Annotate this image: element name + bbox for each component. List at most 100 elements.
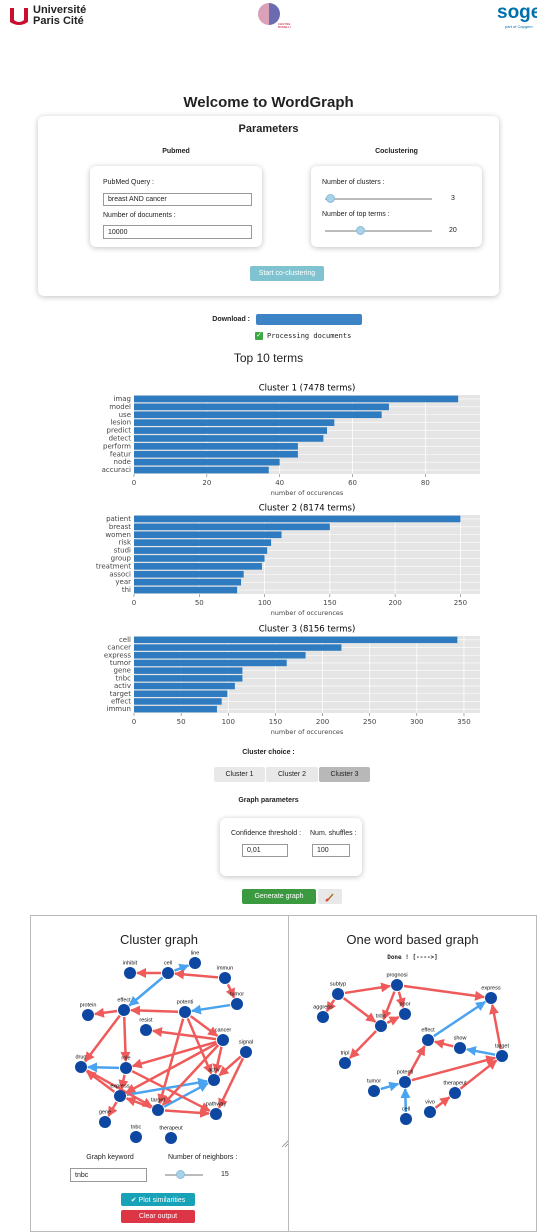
shuffles-input[interactable]: 100 xyxy=(312,844,350,857)
graph-edge xyxy=(186,1017,213,1075)
slider-thumb[interactable] xyxy=(176,1170,185,1179)
bar xyxy=(134,698,222,705)
graph-edge xyxy=(174,963,190,974)
coclustering-box xyxy=(311,166,482,247)
graph-edge xyxy=(325,999,336,1012)
bar xyxy=(134,403,389,411)
graph-edge xyxy=(433,1000,487,1038)
bar xyxy=(134,466,269,474)
bar xyxy=(134,395,459,403)
bar xyxy=(134,435,324,442)
x-tick-label: 0 xyxy=(132,718,136,726)
slider-thumb[interactable] xyxy=(326,194,335,203)
bar xyxy=(134,652,306,659)
slider-track xyxy=(325,198,432,200)
slider-thumb[interactable] xyxy=(356,226,365,235)
graph-edge xyxy=(151,1027,217,1041)
graph-edge xyxy=(433,1039,454,1049)
graph-edge xyxy=(84,1014,121,1063)
graph-status: Done ! [---->] xyxy=(387,954,438,961)
graph-edge xyxy=(411,1055,497,1082)
logo-text: CENTRE BORELLI xyxy=(278,22,291,29)
progress-bar xyxy=(256,314,362,325)
node-label: cell xyxy=(164,960,172,966)
graph-edge xyxy=(107,1101,118,1117)
graph-node xyxy=(217,1034,229,1046)
graph-edge xyxy=(164,1107,211,1118)
node-label: therapeut xyxy=(443,1080,467,1086)
plot-button[interactable]: ✔ Plot similarities xyxy=(121,1193,195,1206)
y-tick-label: target xyxy=(110,690,132,698)
chart-title: Cluster 3 (8156 terms) xyxy=(259,625,356,635)
bar xyxy=(134,547,268,554)
brush-icon xyxy=(325,893,334,902)
field-label: Number of neighbors : xyxy=(168,1154,238,1161)
graph-node xyxy=(424,1106,436,1118)
generate-button[interactable]: Generate graph xyxy=(242,889,316,904)
clear-button[interactable]: Clear output xyxy=(121,1210,195,1223)
x-axis-label: number of occurences xyxy=(271,489,344,497)
y-tick-label: immun xyxy=(107,705,131,713)
bar xyxy=(134,644,342,651)
node-label: target xyxy=(495,1043,510,1049)
node-label: role xyxy=(121,1055,130,1061)
x-tick-label: 250 xyxy=(454,599,467,607)
graph-node xyxy=(485,992,497,1004)
node-label: show xyxy=(454,1035,467,1041)
field-label: Number of clusters : xyxy=(322,179,385,186)
docs-input[interactable]: 10000 xyxy=(103,225,252,239)
y-tick-label: breast xyxy=(109,523,131,531)
graph-edge xyxy=(120,1016,131,1063)
logo-icon xyxy=(10,8,28,25)
graph-node xyxy=(375,1020,387,1032)
node-label: tumor xyxy=(230,991,244,997)
download-label: Download : xyxy=(212,316,250,323)
graph-edge xyxy=(129,1005,179,1016)
graph-edge xyxy=(173,969,219,980)
graph-node xyxy=(422,1034,434,1046)
start-button[interactable]: Start co-clustering xyxy=(250,266,324,281)
graph-node xyxy=(140,1024,152,1036)
card-title: Parameters xyxy=(238,123,299,135)
x-tick-label: 350 xyxy=(457,718,470,726)
bar-charts: Cluster 1 (7478 terms) 0 20 40 60 80 imagmodel… xyxy=(96,384,480,736)
x-tick-label: 0 xyxy=(132,479,136,487)
cluster-choice-label: Cluster choice : xyxy=(242,749,295,756)
graph-edge xyxy=(190,1003,231,1015)
logo-icon xyxy=(258,3,280,25)
node-label: express xyxy=(110,1083,130,1089)
graph-node xyxy=(317,1011,329,1023)
cluster-toggle[interactable]: Cluster 3 xyxy=(319,767,370,782)
graph-node xyxy=(189,957,201,969)
cluster-toggle[interactable]: Cluster 2 xyxy=(266,767,318,782)
node-label: poor xyxy=(399,1001,410,1007)
graph-edge xyxy=(86,1069,153,1108)
x-tick-label: 100 xyxy=(258,599,271,607)
graph-node xyxy=(219,972,231,984)
graph-params-title: Graph parameters xyxy=(238,797,299,804)
graph-edge xyxy=(161,1044,220,1106)
keyword-input[interactable]: tnbc xyxy=(70,1168,147,1182)
graph-edge xyxy=(93,1007,118,1018)
y-tick-label: perform xyxy=(103,442,131,450)
graph-node xyxy=(399,1008,411,1020)
bar xyxy=(134,667,243,674)
x-tick-label: 0 xyxy=(132,599,136,607)
field-label: Number of top terms : xyxy=(322,211,390,218)
node-label: effect xyxy=(117,997,131,1003)
graph-edge xyxy=(459,1059,498,1090)
query-input[interactable]: breast AND cancer xyxy=(103,193,252,206)
node-label: line xyxy=(191,950,200,956)
page-title: Welcome to WordGraph xyxy=(183,94,354,111)
graph-node xyxy=(332,988,344,1000)
threshold-input[interactable]: 0,01 xyxy=(242,844,288,857)
y-tick-label: year xyxy=(115,578,131,586)
cluster-toggle[interactable]: Cluster 1 xyxy=(214,767,265,782)
graph-node xyxy=(152,1104,164,1116)
panel-divider xyxy=(288,915,289,1232)
clear-icon-button[interactable] xyxy=(318,889,342,904)
graph-node xyxy=(454,1042,466,1054)
graph-title: One word based graph xyxy=(346,932,479,947)
node-label: resist xyxy=(139,1017,153,1023)
x-tick-label: 50 xyxy=(195,599,204,607)
